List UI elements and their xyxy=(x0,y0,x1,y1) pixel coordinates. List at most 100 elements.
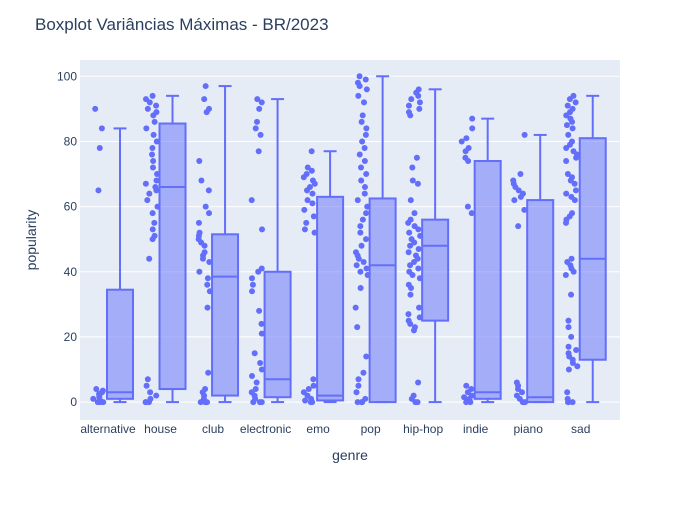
data-point xyxy=(515,223,522,230)
data-point xyxy=(258,330,265,337)
data-point xyxy=(360,369,367,376)
y-tick-label: 20 xyxy=(64,330,78,344)
data-point xyxy=(308,167,315,174)
data-point xyxy=(355,92,362,99)
data-point xyxy=(574,363,581,370)
data-point xyxy=(202,83,209,90)
data-point xyxy=(153,392,160,399)
data-point xyxy=(565,366,572,373)
data-point xyxy=(564,102,571,109)
data-point xyxy=(146,190,153,197)
data-point xyxy=(412,399,419,406)
data-point xyxy=(563,112,570,119)
data-point xyxy=(565,131,572,138)
y-tick-label: 100 xyxy=(57,69,77,83)
data-point xyxy=(100,399,107,406)
data-point xyxy=(252,386,259,393)
x-tick-label: alternative xyxy=(80,422,136,436)
data-point xyxy=(253,379,260,386)
y-tick-label: 80 xyxy=(64,134,78,148)
data-point xyxy=(310,213,317,220)
data-point xyxy=(144,197,151,204)
data-point xyxy=(358,164,365,171)
x-tick-label: hip-hop xyxy=(403,422,443,436)
y-tick-label: 0 xyxy=(70,395,77,409)
data-point xyxy=(302,397,309,404)
box-iqr xyxy=(473,159,502,400)
data-point xyxy=(521,399,528,406)
data-point xyxy=(154,203,161,210)
data-point xyxy=(362,131,369,138)
box-house xyxy=(142,92,187,406)
data-point xyxy=(411,210,418,217)
data-point xyxy=(410,327,417,334)
data-point xyxy=(151,118,158,125)
data-point xyxy=(93,386,100,393)
data-point xyxy=(358,118,365,125)
data-point xyxy=(149,210,156,217)
box-iqr xyxy=(421,218,450,322)
data-point xyxy=(415,92,422,99)
y-tick-label: 60 xyxy=(64,200,78,214)
x-axis-ticks: alternative house club electronic emo pop hip-… xyxy=(80,422,590,436)
data-point xyxy=(146,99,153,106)
data-point xyxy=(357,223,364,230)
data-point xyxy=(150,131,157,138)
data-point xyxy=(521,131,528,138)
data-point xyxy=(204,281,211,288)
data-point xyxy=(305,386,312,393)
data-point xyxy=(364,272,371,279)
data-point xyxy=(407,242,414,249)
data-point xyxy=(196,157,203,164)
box-iqr xyxy=(526,199,555,404)
data-point xyxy=(363,125,370,132)
data-point xyxy=(355,255,362,262)
data-point xyxy=(409,272,416,279)
data-point xyxy=(359,138,366,145)
box-iqr xyxy=(578,137,607,361)
box-iqr xyxy=(368,197,397,404)
data-point xyxy=(311,180,318,187)
data-point xyxy=(304,187,311,194)
data-point xyxy=(417,232,424,239)
data-point xyxy=(467,399,474,406)
data-point xyxy=(521,206,528,213)
data-point xyxy=(405,249,412,256)
data-point xyxy=(153,138,160,145)
data-point xyxy=(517,171,524,178)
x-tick-label: electronic xyxy=(240,422,291,436)
data-point xyxy=(203,109,210,116)
data-point xyxy=(304,164,311,171)
data-point xyxy=(361,184,368,191)
data-point xyxy=(248,275,255,282)
data-point xyxy=(149,226,156,233)
data-point xyxy=(363,210,370,217)
data-point xyxy=(416,99,423,106)
box-indie xyxy=(458,115,502,406)
data-point xyxy=(569,125,576,132)
data-point xyxy=(415,245,422,252)
data-point xyxy=(195,219,202,226)
data-point xyxy=(143,125,150,132)
data-point xyxy=(256,399,263,406)
data-point xyxy=(406,229,413,236)
data-point xyxy=(464,203,471,210)
data-point xyxy=(149,164,156,171)
data-point xyxy=(356,83,363,90)
data-point xyxy=(249,288,256,295)
x-tick-label: club xyxy=(202,422,224,436)
data-point xyxy=(565,343,572,350)
data-point xyxy=(361,157,368,164)
data-point xyxy=(249,281,256,288)
data-point xyxy=(147,389,154,396)
box-hip-hop xyxy=(405,86,450,406)
data-point xyxy=(352,304,359,311)
data-point xyxy=(463,135,470,142)
data-point xyxy=(358,177,365,184)
data-point xyxy=(416,304,423,311)
data-point xyxy=(353,262,360,269)
data-point xyxy=(405,311,412,318)
data-point xyxy=(303,219,310,226)
x-tick-label: pop xyxy=(361,422,381,436)
